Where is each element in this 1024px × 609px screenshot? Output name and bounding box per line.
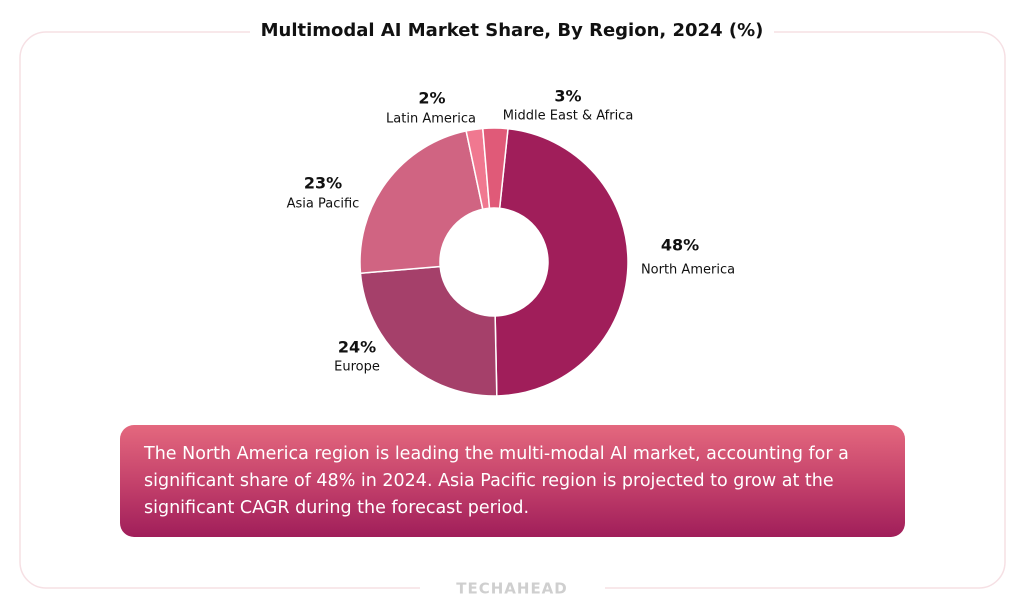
category-label: North America xyxy=(641,263,735,278)
slice xyxy=(481,127,509,210)
value-label: 48% xyxy=(661,236,699,255)
brand-gap xyxy=(420,578,605,600)
category-label: Asia Pacific xyxy=(287,197,360,212)
title-gap xyxy=(250,20,774,44)
category-label: Latin America xyxy=(386,112,476,127)
chart-title: Multimodal AI Market Share, By Region, 2… xyxy=(261,20,764,41)
note: The North America region is leading the … xyxy=(120,425,905,537)
category-label: Europe xyxy=(334,360,380,375)
slice xyxy=(359,265,498,397)
value-label: 24% xyxy=(338,338,376,357)
brand: TECHAHEAD xyxy=(456,580,568,598)
value-label: 3% xyxy=(554,87,581,106)
value-label: 23% xyxy=(304,174,342,193)
slice xyxy=(359,130,484,275)
slice xyxy=(494,127,629,397)
category-label: Middle East & Africa xyxy=(503,109,634,124)
value-label: 2% xyxy=(418,89,445,108)
